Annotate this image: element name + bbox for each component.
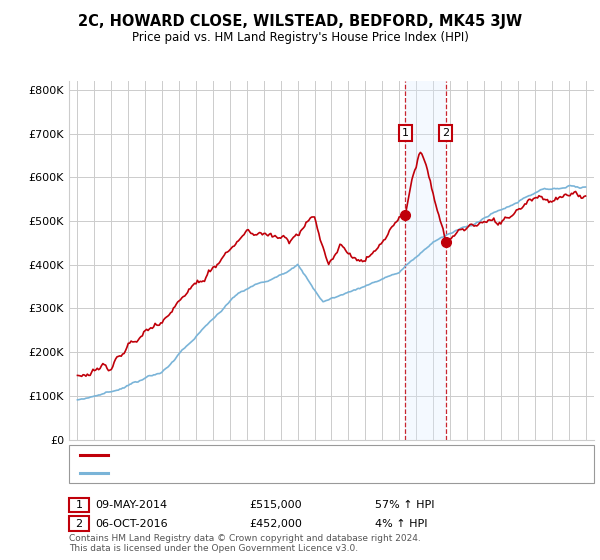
- Text: Contains HM Land Registry data © Crown copyright and database right 2024.
This d: Contains HM Land Registry data © Crown c…: [69, 534, 421, 553]
- Text: Price paid vs. HM Land Registry's House Price Index (HPI): Price paid vs. HM Land Registry's House …: [131, 31, 469, 44]
- Text: 1: 1: [76, 500, 82, 510]
- Text: 06-OCT-2016: 06-OCT-2016: [95, 519, 168, 529]
- Text: 4% ↑ HPI: 4% ↑ HPI: [375, 519, 427, 529]
- Text: 2: 2: [76, 519, 82, 529]
- Text: 09-MAY-2014: 09-MAY-2014: [95, 500, 167, 510]
- Bar: [405, 81, 446, 440]
- Text: 2C, HOWARD CLOSE, WILSTEAD, BEDFORD, MK45 3JW (detached house): 2C, HOWARD CLOSE, WILSTEAD, BEDFORD, MK4…: [112, 450, 489, 460]
- Text: 1: 1: [401, 128, 409, 138]
- Text: 2: 2: [442, 128, 449, 138]
- Text: 57% ↑ HPI: 57% ↑ HPI: [375, 500, 434, 510]
- Text: £452,000: £452,000: [249, 519, 302, 529]
- Text: HPI: Average price, detached house, Bedford: HPI: Average price, detached house, Bedf…: [112, 468, 346, 478]
- Text: 2C, HOWARD CLOSE, WILSTEAD, BEDFORD, MK45 3JW: 2C, HOWARD CLOSE, WILSTEAD, BEDFORD, MK4…: [78, 14, 522, 29]
- Text: £515,000: £515,000: [249, 500, 302, 510]
